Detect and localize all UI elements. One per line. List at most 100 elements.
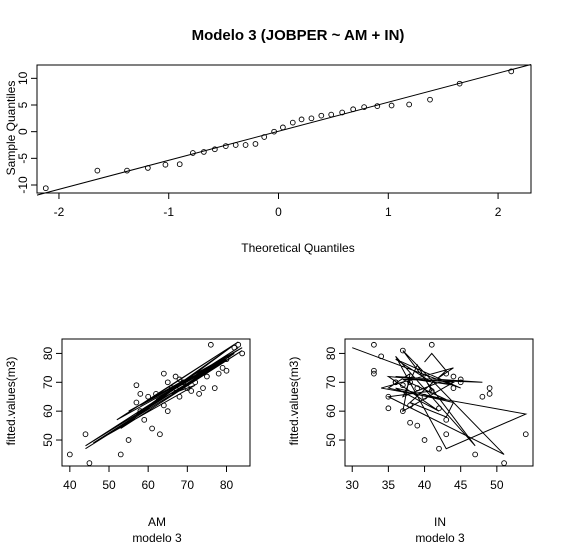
qq-data-point [261, 134, 268, 140]
am-data-point [160, 370, 167, 377]
in-y-tick-label: 70 [324, 375, 338, 389]
am-data-point [196, 390, 202, 397]
in-data-point [414, 422, 421, 429]
qq-data-point [124, 167, 130, 174]
am-scatter-panel: 40 50 60 70 80 50 60 70 80 [41, 338, 251, 492]
am-y-tick-label: 70 [41, 375, 55, 389]
in-y-tick-label: 50 [324, 433, 338, 447]
in-data-point [399, 382, 406, 389]
am-x-axis-sublabel: modelo 3 [132, 531, 182, 545]
qq-x-tick-label: -1 [163, 205, 174, 219]
qq-y-tick-label: -5 [16, 153, 30, 164]
am-data-point [149, 425, 155, 432]
in-y-tick-label: 80 [324, 346, 338, 360]
am-data-point [204, 373, 210, 380]
am-data-point [86, 460, 93, 466]
in-data-point [421, 393, 428, 400]
in-data-point [421, 437, 428, 443]
am-y-tick-label: 80 [41, 346, 55, 360]
qq-x-tick-label: 0 [275, 205, 282, 219]
am-x-tick-label: 80 [220, 478, 234, 492]
qq-data-point [339, 109, 346, 116]
am-x-axis-label: AM [148, 515, 166, 529]
am-data-point [82, 431, 89, 438]
qq-y-tick-label: -10 [16, 176, 30, 194]
qq-data-point [190, 150, 196, 156]
qq-data-point [211, 146, 218, 153]
qq-data-point [280, 124, 286, 131]
in-x-axis-sublabel: modelo 3 [415, 531, 465, 545]
in-data-point [392, 379, 399, 386]
in-x-tick-label: 30 [346, 478, 360, 492]
in-x-tick-label: 40 [418, 478, 432, 492]
qq-data-point [94, 167, 101, 174]
in-data-point [399, 347, 406, 354]
qq-data-point [42, 185, 49, 192]
qq-data-point [145, 165, 151, 171]
in-data-point [371, 341, 377, 348]
am-data-point [164, 408, 171, 415]
qq-data-point [222, 143, 229, 149]
am-data-point [137, 390, 144, 397]
am-data-point [137, 408, 144, 415]
qq-x-tick-label: 1 [385, 205, 392, 219]
am-data-point [125, 437, 132, 443]
in-scatter-panel: 30 35 40 45 50 50 60 70 80 [324, 338, 534, 492]
in-data-point [385, 405, 392, 412]
am-data-point [184, 385, 191, 391]
in-data-point [479, 393, 486, 400]
am-data-point [223, 356, 230, 363]
am-fitted-path [85, 341, 243, 450]
am-data-point [133, 382, 140, 389]
qq-data-point [328, 111, 335, 118]
in-data-point [501, 460, 507, 466]
qq-data-point [298, 116, 305, 123]
am-data-point [172, 385, 179, 391]
qq-data-point [388, 102, 395, 109]
in-data-point [486, 390, 493, 397]
qq-data-point [232, 142, 239, 148]
qq-data-point [271, 128, 277, 135]
in-data-point [443, 431, 450, 438]
in-data-point [407, 379, 413, 386]
in-y-tick-label: 60 [324, 404, 338, 418]
chart-title: Modelo 3 (JOBPER ~ AM + IN) [192, 27, 405, 44]
qq-plot-frame [36, 64, 532, 194]
qq-x-axis-label: Theoretical Quantiles [241, 241, 354, 255]
qq-data-point [242, 142, 249, 148]
in-x-axis-label: IN [434, 515, 446, 529]
am-data-point [235, 341, 242, 348]
in-data-point [522, 431, 529, 438]
am-y-tick-label: 50 [41, 433, 55, 447]
in-data-point [472, 451, 479, 458]
in-data-point [436, 405, 442, 412]
am-data-point [176, 393, 183, 400]
am-y-axis-label: fitted.values(m3) [4, 357, 18, 446]
am-data-point [211, 385, 218, 391]
am-data-point [180, 379, 187, 386]
in-data-point [399, 408, 406, 415]
qq-y-tick-label: 10 [16, 71, 30, 85]
am-x-tick-label: 40 [63, 478, 77, 492]
am-data-point [153, 390, 159, 397]
am-data-point [160, 402, 167, 409]
am-data-point [164, 379, 171, 386]
am-x-tick-label: 50 [102, 478, 116, 492]
am-data-point [223, 367, 230, 374]
am-data-point [141, 416, 148, 423]
in-data-point [443, 370, 450, 377]
in-data-point [378, 353, 385, 360]
in-x-tick-label: 35 [382, 478, 396, 492]
am-data-point [157, 431, 163, 438]
qq-x-tick-label: -2 [54, 205, 65, 219]
am-data-point [192, 379, 199, 386]
in-data-point [371, 370, 377, 377]
am-data-point [200, 385, 206, 391]
in-data-point [428, 341, 435, 348]
in-data-point [407, 419, 413, 426]
qq-data-point [162, 161, 169, 168]
qq-data-point [176, 161, 183, 168]
qq-y-axis-label: Sample Quantiles [4, 81, 18, 176]
